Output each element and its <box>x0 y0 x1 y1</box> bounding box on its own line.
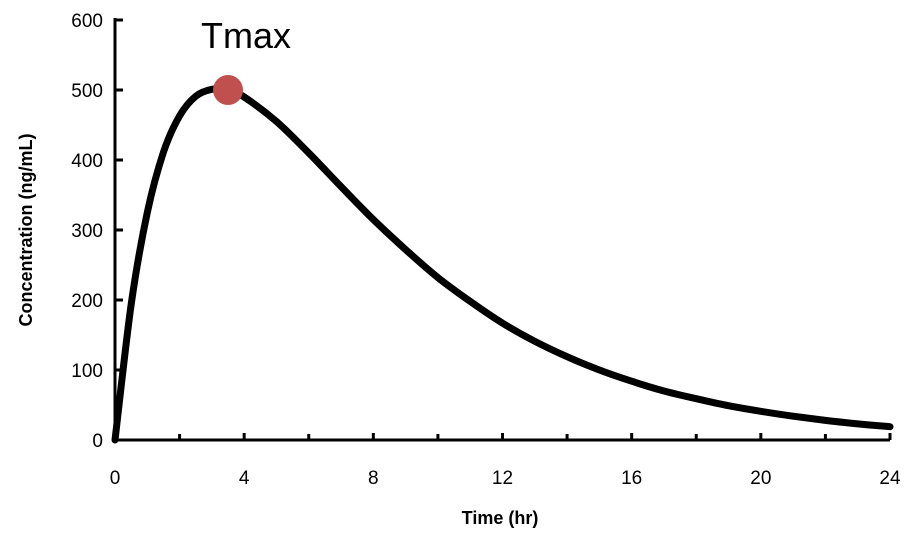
tmax-marker <box>213 75 244 105</box>
x-tick-label: 16 <box>621 468 642 489</box>
x-axis-title: Time (hr) <box>462 508 539 528</box>
y-tick-label: 100 <box>71 361 103 382</box>
y-tick-label: 300 <box>71 221 103 242</box>
y-tick-label: 500 <box>71 81 103 102</box>
x-tick-label: 20 <box>750 468 771 489</box>
tmax-label: Tmax <box>201 15 291 56</box>
x-tick-label: 4 <box>239 468 250 489</box>
x-axis-ticks: 0 4 8 12 16 20 24 <box>110 433 901 489</box>
y-axis-ticks: 0 100 200 300 400 500 600 <box>71 11 123 452</box>
x-tick-label: 0 <box>110 468 121 489</box>
series-group <box>111 85 894 444</box>
y-axis-title: Concentration (ng/mL) <box>16 134 36 327</box>
x-tick-label: 24 <box>879 468 901 489</box>
y-tick-label: 400 <box>71 151 103 172</box>
y-tick-label: 600 <box>71 11 103 32</box>
x-tick-label: 8 <box>368 468 379 489</box>
series-line <box>111 85 894 444</box>
annotations-group: Tmax <box>201 15 291 105</box>
x-tick-label: 12 <box>492 468 513 489</box>
y-tick-label: 0 <box>92 431 103 452</box>
y-tick-label: 200 <box>71 291 103 312</box>
